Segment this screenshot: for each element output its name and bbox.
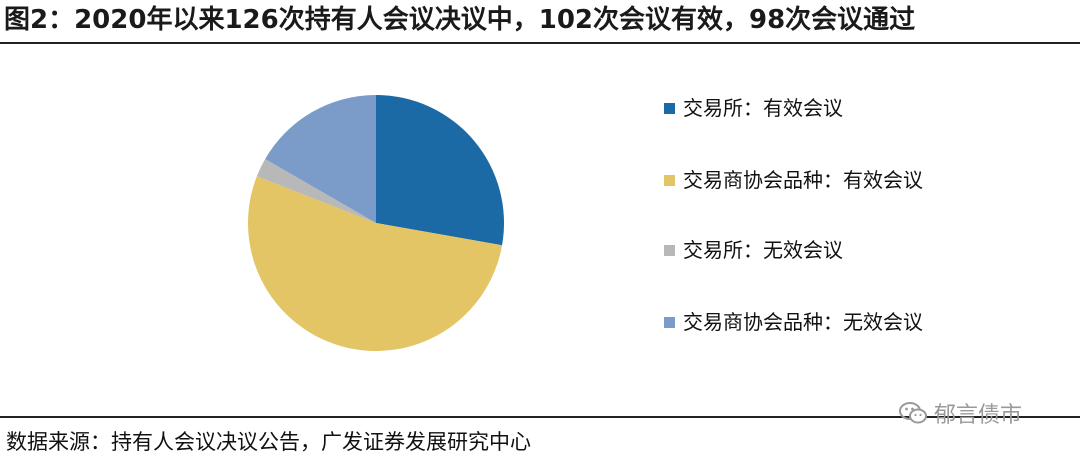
top-divider xyxy=(0,42,1080,44)
pie-slice-3 xyxy=(256,159,376,223)
watermark: 郁言债市 xyxy=(898,396,1022,430)
legend-label: 交易所：有效会议 xyxy=(683,96,843,120)
legend-item-4: 交易商协会品种：无效会议 xyxy=(664,306,923,338)
legend-swatch xyxy=(664,102,675,114)
legend-item-1: 交易所：有效会议 xyxy=(664,92,843,124)
legend-item-2: 交易商协会品种：有效会议 xyxy=(664,164,923,196)
data-source-note: 数据来源：持有人会议决议公告，广发证券发展研究中心 xyxy=(6,430,531,454)
legend-swatch xyxy=(664,244,675,256)
pie-chart xyxy=(248,95,505,351)
pie-slice-2 xyxy=(248,176,503,351)
legend-label: 交易商协会品种：有效会议 xyxy=(683,168,923,192)
bottom-divider xyxy=(0,416,1080,418)
pie-slice-1 xyxy=(376,95,505,246)
pie-slice-4 xyxy=(265,95,376,223)
wechat-icon xyxy=(899,402,927,424)
legend-swatch xyxy=(664,174,675,186)
legend-label: 交易商协会品种：无效会议 xyxy=(683,310,923,334)
legend-label: 交易所：无效会议 xyxy=(683,238,843,262)
legend-swatch xyxy=(664,316,675,328)
chart-title: 图2：2020年以来126次持有人会议决议中，102次会议有效，98次会议通过 xyxy=(4,5,916,35)
watermark-text: 郁言债市 xyxy=(934,403,1023,428)
legend-item-3: 交易所：无效会议 xyxy=(664,234,843,266)
